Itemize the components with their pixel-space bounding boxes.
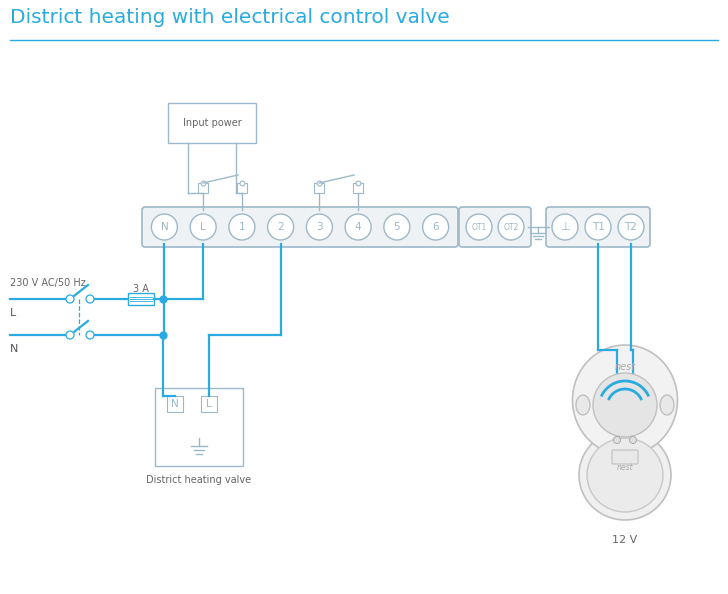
- Circle shape: [593, 373, 657, 437]
- Circle shape: [498, 214, 524, 240]
- Text: District heating valve: District heating valve: [146, 475, 252, 485]
- Text: 4: 4: [355, 222, 361, 232]
- Circle shape: [585, 214, 611, 240]
- Text: nest: nest: [617, 463, 633, 472]
- Circle shape: [630, 437, 636, 444]
- Text: District heating with electrical control valve: District heating with electrical control…: [10, 8, 450, 27]
- Text: 3 A: 3 A: [133, 284, 149, 294]
- Ellipse shape: [587, 438, 663, 512]
- Text: nest: nest: [614, 362, 636, 372]
- Circle shape: [306, 214, 333, 240]
- Text: OT1: OT1: [471, 223, 486, 232]
- Circle shape: [466, 214, 492, 240]
- Circle shape: [86, 295, 94, 303]
- Circle shape: [66, 295, 74, 303]
- Text: 230 V AC/50 Hz: 230 V AC/50 Hz: [10, 278, 86, 288]
- Ellipse shape: [579, 430, 671, 520]
- Text: N: N: [171, 399, 179, 409]
- Text: ⊥: ⊥: [560, 222, 570, 232]
- FancyBboxPatch shape: [314, 183, 325, 193]
- FancyBboxPatch shape: [167, 396, 183, 412]
- Circle shape: [268, 214, 293, 240]
- Text: 3: 3: [316, 222, 323, 232]
- Circle shape: [384, 214, 410, 240]
- Text: L: L: [200, 222, 206, 232]
- Text: N: N: [10, 344, 18, 354]
- Circle shape: [618, 214, 644, 240]
- Text: 2: 2: [277, 222, 284, 232]
- FancyBboxPatch shape: [612, 450, 638, 464]
- Ellipse shape: [576, 395, 590, 415]
- Circle shape: [229, 214, 255, 240]
- Text: T2: T2: [625, 222, 638, 232]
- Circle shape: [423, 214, 448, 240]
- FancyBboxPatch shape: [546, 207, 650, 247]
- Circle shape: [614, 437, 620, 444]
- Text: L: L: [10, 308, 16, 318]
- Text: OT2: OT2: [503, 223, 518, 232]
- FancyBboxPatch shape: [128, 293, 154, 305]
- FancyBboxPatch shape: [142, 207, 458, 247]
- Circle shape: [66, 331, 74, 339]
- Circle shape: [151, 214, 178, 240]
- Circle shape: [190, 214, 216, 240]
- Text: 5: 5: [394, 222, 400, 232]
- FancyBboxPatch shape: [155, 388, 243, 466]
- FancyBboxPatch shape: [459, 207, 531, 247]
- Text: 6: 6: [432, 222, 439, 232]
- Circle shape: [86, 331, 94, 339]
- Ellipse shape: [660, 395, 674, 415]
- Circle shape: [552, 214, 578, 240]
- Ellipse shape: [572, 345, 678, 455]
- Text: T1: T1: [592, 222, 604, 232]
- Circle shape: [345, 214, 371, 240]
- Text: 1: 1: [239, 222, 245, 232]
- FancyBboxPatch shape: [237, 183, 247, 193]
- Text: L: L: [206, 399, 212, 409]
- Text: Input power: Input power: [183, 118, 242, 128]
- Text: N: N: [160, 222, 168, 232]
- FancyBboxPatch shape: [198, 183, 208, 193]
- FancyBboxPatch shape: [168, 103, 256, 143]
- FancyBboxPatch shape: [353, 183, 363, 193]
- FancyBboxPatch shape: [201, 396, 217, 412]
- Text: 12 V: 12 V: [612, 535, 638, 545]
